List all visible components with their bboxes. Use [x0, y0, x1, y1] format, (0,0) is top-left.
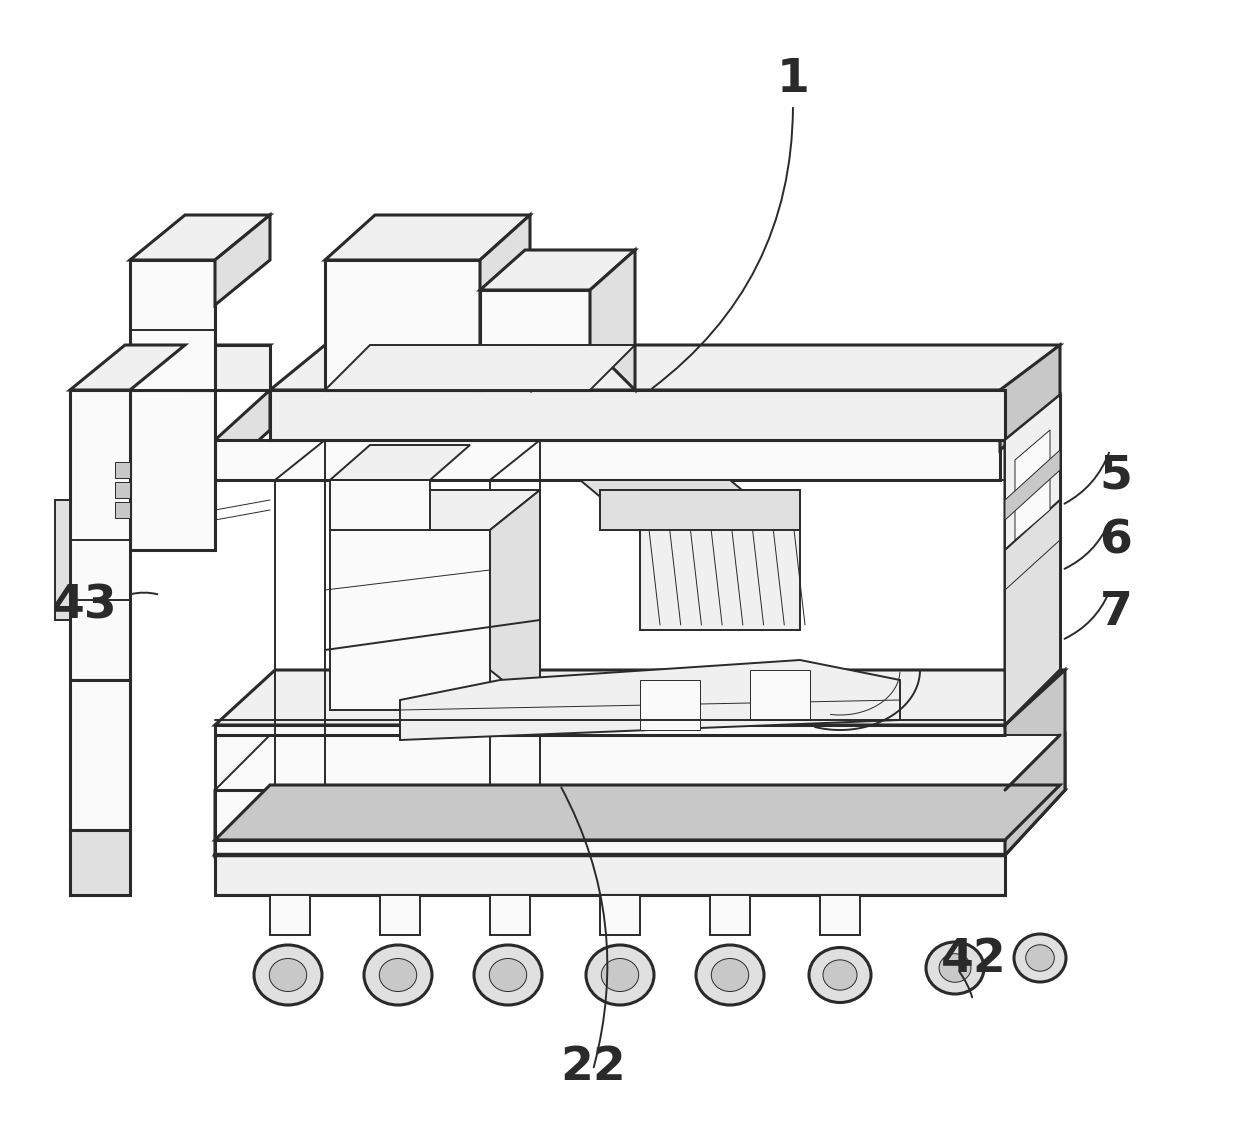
Ellipse shape — [601, 959, 639, 992]
Ellipse shape — [926, 942, 985, 994]
Text: 42: 42 — [940, 936, 1007, 982]
Polygon shape — [640, 490, 800, 630]
Polygon shape — [640, 680, 701, 730]
Polygon shape — [115, 502, 130, 518]
Polygon shape — [130, 260, 215, 390]
Text: 5: 5 — [1100, 453, 1132, 499]
Ellipse shape — [365, 945, 432, 1005]
Polygon shape — [820, 895, 861, 935]
Ellipse shape — [379, 959, 417, 992]
Polygon shape — [330, 530, 490, 710]
Ellipse shape — [808, 948, 870, 1002]
Ellipse shape — [1014, 934, 1066, 982]
Ellipse shape — [254, 945, 322, 1005]
Text: 6: 6 — [1100, 518, 1132, 564]
Ellipse shape — [696, 945, 764, 1005]
Polygon shape — [325, 345, 635, 390]
Polygon shape — [215, 390, 270, 480]
Polygon shape — [325, 260, 480, 390]
Polygon shape — [69, 680, 130, 830]
Polygon shape — [55, 500, 69, 620]
Polygon shape — [215, 855, 1004, 895]
Polygon shape — [330, 490, 539, 530]
Polygon shape — [215, 670, 1065, 726]
Ellipse shape — [823, 960, 857, 990]
Text: 43: 43 — [52, 583, 117, 629]
Polygon shape — [600, 490, 800, 530]
Polygon shape — [215, 790, 1065, 855]
Polygon shape — [130, 215, 270, 260]
Polygon shape — [130, 345, 270, 390]
Polygon shape — [600, 895, 640, 935]
Polygon shape — [215, 440, 999, 480]
Ellipse shape — [939, 953, 971, 982]
Polygon shape — [270, 390, 1004, 440]
Polygon shape — [215, 726, 1004, 855]
Polygon shape — [1004, 395, 1060, 550]
Polygon shape — [69, 345, 185, 390]
Text: 1: 1 — [777, 57, 810, 103]
Polygon shape — [480, 290, 590, 390]
Polygon shape — [1004, 500, 1060, 726]
Ellipse shape — [474, 945, 542, 1005]
Polygon shape — [270, 345, 1060, 390]
Polygon shape — [115, 482, 130, 498]
Polygon shape — [185, 345, 270, 390]
Polygon shape — [480, 249, 635, 290]
Ellipse shape — [269, 959, 306, 992]
Polygon shape — [1004, 735, 1065, 855]
Polygon shape — [401, 659, 900, 740]
Polygon shape — [215, 735, 1060, 790]
Polygon shape — [1004, 670, 1065, 855]
Polygon shape — [215, 785, 1060, 839]
Polygon shape — [330, 445, 470, 480]
Polygon shape — [325, 215, 529, 260]
Polygon shape — [580, 480, 790, 530]
Polygon shape — [379, 895, 420, 935]
Polygon shape — [480, 215, 529, 390]
Text: 7: 7 — [1100, 590, 1132, 636]
Ellipse shape — [587, 945, 653, 1005]
Ellipse shape — [490, 959, 527, 992]
Polygon shape — [69, 390, 130, 680]
Polygon shape — [999, 345, 1060, 450]
Polygon shape — [330, 480, 430, 530]
Polygon shape — [1016, 431, 1050, 540]
Polygon shape — [590, 249, 635, 390]
Polygon shape — [270, 895, 310, 935]
Polygon shape — [215, 215, 270, 305]
Polygon shape — [130, 390, 215, 550]
Ellipse shape — [712, 959, 749, 992]
Ellipse shape — [1025, 944, 1054, 972]
Polygon shape — [115, 462, 130, 478]
Polygon shape — [750, 670, 810, 720]
Polygon shape — [215, 726, 275, 855]
Polygon shape — [69, 830, 130, 895]
Polygon shape — [1004, 395, 1060, 726]
Polygon shape — [1004, 450, 1060, 521]
Polygon shape — [711, 895, 750, 935]
Polygon shape — [490, 490, 539, 710]
Text: 22: 22 — [559, 1044, 626, 1090]
Polygon shape — [490, 895, 529, 935]
